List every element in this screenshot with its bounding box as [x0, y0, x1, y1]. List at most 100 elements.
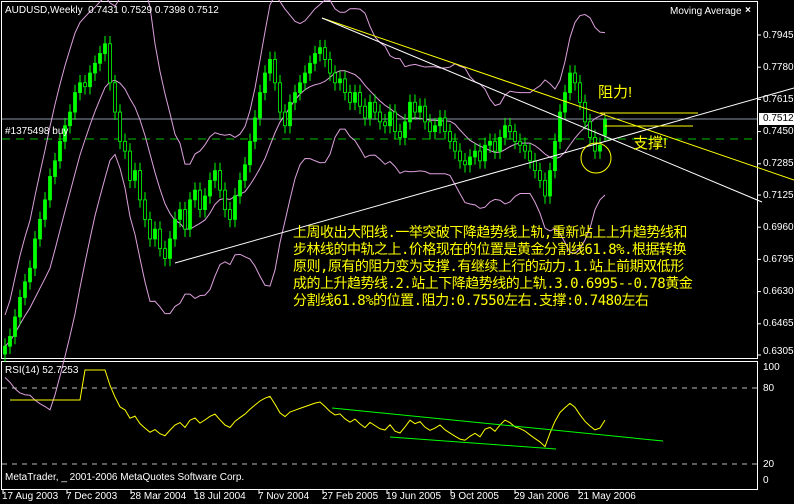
time-tick: 17 Aug 2003: [2, 491, 59, 502]
candle: [573, 65, 577, 91]
candle: [503, 117, 507, 146]
candle: [93, 55, 97, 81]
candle: [283, 104, 287, 134]
candle: [333, 65, 337, 91]
candle: [508, 117, 512, 140]
candle: [248, 133, 252, 173]
downtrend-lower-line[interactable]: [321, 17, 763, 203]
price-tick: 0.6305: [763, 346, 794, 357]
candle: [293, 84, 297, 111]
candle: [458, 143, 462, 169]
candle: [103, 35, 107, 62]
rsi-tick: 20: [763, 458, 775, 470]
candle: [98, 45, 102, 72]
candle: [533, 153, 537, 179]
candle: [348, 84, 352, 111]
candle: [413, 94, 417, 120]
candle: [578, 75, 582, 111]
price-tick: 0.7125: [763, 189, 794, 201]
time-tick: 7 Dec 2003: [66, 491, 118, 502]
rsi-label: RSI(14) 52.7253: [5, 365, 79, 376]
candle: [73, 84, 77, 120]
candle: [468, 149, 472, 173]
candle: [48, 168, 52, 208]
candle: [43, 192, 47, 228]
candle: [188, 192, 192, 237]
candle: [318, 39, 322, 62]
time-tick: 18 Jul 2004: [194, 491, 246, 502]
rsi-trend-upper[interactable]: [331, 407, 664, 442]
copyright: MetaTrader, _ 2001-2006 MetaQuotes Softw…: [5, 472, 245, 483]
candle: [598, 137, 602, 159]
candle: [408, 94, 412, 130]
candle: [538, 162, 542, 189]
rsi-line: [10, 369, 606, 448]
candle: [363, 98, 367, 126]
close-x-icon[interactable]: ×: [745, 5, 751, 16]
downtrend-upper-line[interactable]: [321, 17, 794, 181]
candle: [393, 104, 397, 140]
axis-ticks: [2, 34, 761, 494]
candle: [558, 104, 562, 150]
candle: [58, 133, 62, 169]
candle: [278, 75, 282, 120]
candle: [493, 133, 497, 159]
candle: [303, 65, 307, 91]
rsi-tick: 0: [763, 474, 769, 486]
candle: [223, 182, 227, 218]
candle: [298, 75, 302, 101]
candle: [253, 110, 257, 150]
rsi-trend-lower[interactable]: [389, 436, 557, 450]
resistance-annotation: 阻力!: [598, 84, 633, 101]
candle: [483, 137, 487, 169]
candle: [108, 35, 112, 91]
candle: [338, 71, 342, 91]
candle: [463, 153, 467, 173]
candle: [358, 84, 362, 115]
order-label: #1375498 buy: [5, 126, 69, 137]
price-tick: 0.7450: [763, 126, 794, 138]
symbol-label: AUDUSD,Weekly: [5, 5, 83, 16]
candle: [513, 123, 517, 150]
candle: [328, 51, 332, 81]
candle: [118, 104, 122, 150]
uptrend-line[interactable]: [174, 87, 794, 264]
price-tick: 0.6630: [763, 286, 794, 298]
candle: [373, 94, 377, 120]
candle: [453, 133, 457, 159]
candle: [143, 192, 147, 228]
candle: [148, 211, 152, 247]
price-tick: 0.7945: [763, 29, 794, 41]
candle: [383, 114, 387, 134]
time-tick: 29 Jan 2006: [514, 491, 570, 502]
candle: [488, 133, 492, 154]
candle: [128, 143, 132, 189]
candle: [603, 116, 607, 142]
time-tick: 28 Mar 2004: [130, 491, 187, 502]
candle: [3, 338, 7, 362]
candle: [38, 211, 42, 247]
ohlc-values: 0.7431 0.7529 0.7398 0.7512: [88, 5, 219, 16]
candle: [563, 84, 567, 120]
candle: [288, 94, 292, 134]
rsi-tick: 100: [763, 361, 780, 373]
candle: [33, 231, 37, 276]
price-tick: 0.7285: [763, 158, 794, 170]
highlight-circle: [580, 142, 612, 174]
candle: [258, 84, 262, 126]
candle: [203, 188, 207, 218]
time-tick: 27 Feb 2005: [322, 491, 379, 502]
candle: [428, 114, 432, 140]
candle: [523, 137, 527, 159]
candle: [208, 172, 212, 204]
candle: [543, 172, 547, 204]
price-tick: 0.7615: [763, 93, 794, 105]
candle: [323, 39, 327, 68]
candle: [218, 162, 222, 198]
candle: [498, 129, 502, 159]
candle: [18, 289, 22, 325]
candle: [433, 117, 437, 140]
candle: [478, 143, 482, 169]
candle: [273, 51, 277, 91]
